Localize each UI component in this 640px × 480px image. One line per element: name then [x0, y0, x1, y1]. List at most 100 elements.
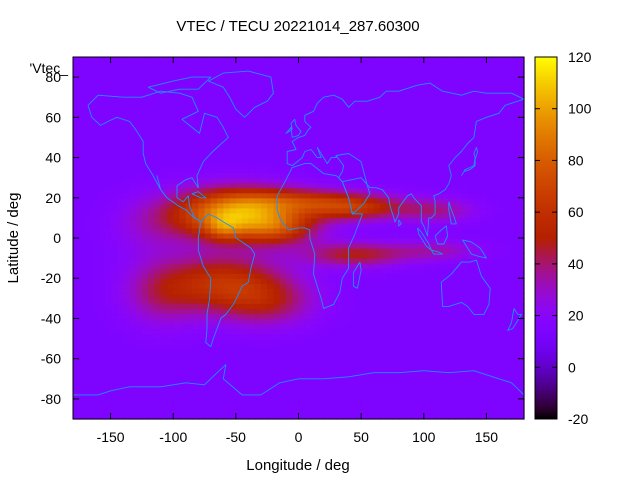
heat-cell	[123, 268, 130, 274]
heat-cell	[473, 333, 481, 340]
heat-cell	[430, 72, 437, 78]
heat-cell	[386, 177, 394, 184]
heat-cell	[480, 207, 488, 214]
heat-cell	[292, 258, 300, 264]
heat-cell	[235, 197, 243, 204]
heat-cell	[192, 288, 199, 294]
heat-cell	[348, 92, 356, 98]
heat-cell	[116, 353, 124, 360]
heat-cell	[473, 77, 481, 83]
heat-cell	[185, 192, 193, 199]
heat-cell	[242, 92, 249, 98]
heat-cell	[73, 117, 80, 123]
heat-cell	[116, 403, 124, 410]
heat-cell	[386, 318, 394, 325]
heat-cell	[298, 308, 306, 315]
heat-cell	[430, 107, 437, 113]
heat-cell	[455, 248, 462, 254]
heat-cell	[279, 77, 287, 83]
heat-cell	[104, 238, 112, 244]
heat-cell	[398, 67, 406, 73]
heat-cell	[242, 368, 249, 375]
heat-cell	[135, 258, 143, 264]
heat-cell	[361, 378, 368, 385]
heat-cell	[235, 112, 243, 118]
heat-cell	[217, 253, 224, 259]
heat-cell	[210, 162, 218, 169]
heat-cell	[116, 328, 124, 335]
heat-cell	[116, 192, 124, 199]
heat-cell	[404, 72, 412, 78]
heat-cell	[129, 182, 137, 189]
heat-cell	[392, 107, 400, 113]
heat-cell	[185, 403, 193, 410]
heat-cell	[223, 368, 231, 375]
heat-cell	[311, 157, 318, 164]
heat-cell	[273, 338, 281, 345]
heat-cell	[104, 67, 112, 73]
heat-cell	[367, 217, 375, 224]
heat-cell	[204, 157, 212, 164]
heat-cell	[185, 358, 193, 365]
heat-cell	[166, 348, 174, 355]
heat-cell	[455, 122, 462, 128]
heat-cell	[386, 298, 394, 304]
heat-cell	[386, 328, 394, 335]
heat-cell	[204, 172, 212, 179]
heat-cell	[323, 112, 331, 118]
heat-cell	[467, 358, 475, 365]
heat-cell	[329, 107, 337, 113]
heat-cell	[486, 227, 494, 234]
heat-cell	[455, 142, 462, 149]
heat-cell	[411, 243, 419, 249]
heat-cell	[129, 293, 137, 299]
heat-cell	[348, 348, 356, 355]
heat-cell	[354, 127, 362, 134]
heat-cell	[235, 152, 243, 159]
heat-cell	[498, 348, 506, 355]
heat-cell	[248, 192, 256, 199]
heat-cell	[373, 202, 381, 209]
heat-cell	[179, 253, 187, 259]
heat-cell	[166, 227, 174, 234]
heat-cell	[404, 177, 412, 184]
heat-cell	[116, 162, 124, 169]
heat-cell	[148, 142, 156, 149]
heat-cell	[148, 57, 156, 63]
heat-cell	[116, 363, 124, 370]
heat-cell	[204, 253, 212, 259]
heat-cell	[292, 67, 300, 73]
heat-cell	[273, 222, 281, 229]
heat-cell	[279, 112, 287, 118]
heat-cell	[417, 373, 425, 380]
heat-cell	[392, 253, 400, 259]
heat-cell	[141, 298, 149, 304]
heat-cell	[104, 127, 112, 134]
heat-cell	[480, 227, 488, 234]
heat-cell	[423, 142, 431, 149]
heat-cell	[448, 227, 456, 234]
heat-cell	[91, 293, 99, 299]
heat-cell	[98, 413, 105, 420]
heat-cell	[173, 107, 181, 113]
heat-cell	[323, 313, 331, 320]
heat-cell	[166, 283, 174, 289]
heat-cell	[98, 92, 105, 98]
heat-cell	[148, 122, 156, 128]
heat-cell	[354, 102, 362, 108]
heat-cell	[267, 132, 275, 139]
heat-cell	[448, 248, 456, 254]
heat-cell	[79, 227, 87, 234]
heat-cell	[242, 373, 249, 380]
heat-cell	[386, 62, 394, 68]
heat-cell	[85, 308, 93, 315]
heat-cell	[492, 283, 500, 289]
heat-cell	[461, 152, 469, 159]
heat-cell	[242, 127, 249, 134]
heat-cell	[492, 348, 500, 355]
heat-cell	[223, 137, 231, 144]
heat-cell	[486, 378, 494, 385]
heat-cell	[354, 343, 362, 350]
heat-cell	[166, 253, 174, 259]
heat-cell	[473, 172, 481, 179]
